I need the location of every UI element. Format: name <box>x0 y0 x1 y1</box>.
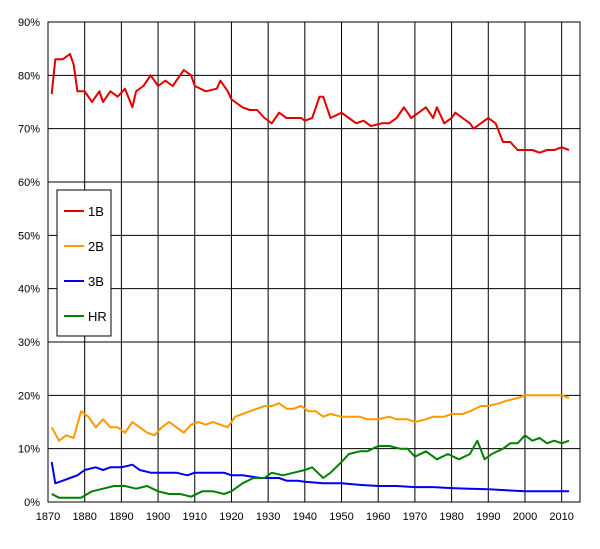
series-line-hr <box>51 434 570 499</box>
y-tick-label: 0% <box>24 497 40 509</box>
y-tick-label: 10% <box>18 444 40 456</box>
legend-label-1b: 1B <box>88 204 104 219</box>
y-tick-label: 80% <box>18 70 40 82</box>
x-tick-label: 1920 <box>219 511 243 523</box>
series-lines <box>50 53 570 499</box>
x-tick-label: 1910 <box>183 511 207 523</box>
grid-lines <box>48 22 580 502</box>
y-tick-label: 30% <box>18 337 40 349</box>
y-tick-label: 20% <box>18 390 40 402</box>
legend: 1B 2B 3B HR <box>56 189 112 337</box>
y-tick-label: 70% <box>18 124 40 136</box>
series-line-1b <box>50 53 570 154</box>
x-tick-label: 2010 <box>549 511 573 523</box>
y-tick-label: 50% <box>18 230 40 242</box>
series-line-3b <box>50 461 569 493</box>
legend-label-2b: 2B <box>88 239 104 254</box>
x-tick-label: 1950 <box>329 511 353 523</box>
x-tick-label: 2000 <box>513 511 537 523</box>
x-tick-label: 1970 <box>403 511 427 523</box>
y-tick-label: 60% <box>18 177 40 189</box>
x-tick-label: 1960 <box>366 511 390 523</box>
x-tick-label: 1880 <box>72 511 96 523</box>
y-tick-label: 40% <box>18 284 40 296</box>
x-tick-label: 1870 <box>36 511 60 523</box>
legend-label-3b: 3B <box>88 274 104 289</box>
tick-labels: 1870 1880 1890 1900 1910 1920 1930 1940 1950 1960… <box>18 17 574 523</box>
legend-label-hr: HR <box>88 309 107 324</box>
x-tick-label: 1980 <box>439 511 463 523</box>
x-tick-label: 1930 <box>256 511 280 523</box>
x-tick-label: 1990 <box>476 511 500 523</box>
x-tick-label: 1940 <box>293 511 317 523</box>
y-tick-label: 90% <box>18 17 40 29</box>
plot-area <box>47 21 581 503</box>
x-tick-label: 1890 <box>109 511 133 523</box>
legend-box <box>56 189 112 337</box>
series-line-2b <box>50 394 570 442</box>
x-tick-label: 1900 <box>146 511 170 523</box>
